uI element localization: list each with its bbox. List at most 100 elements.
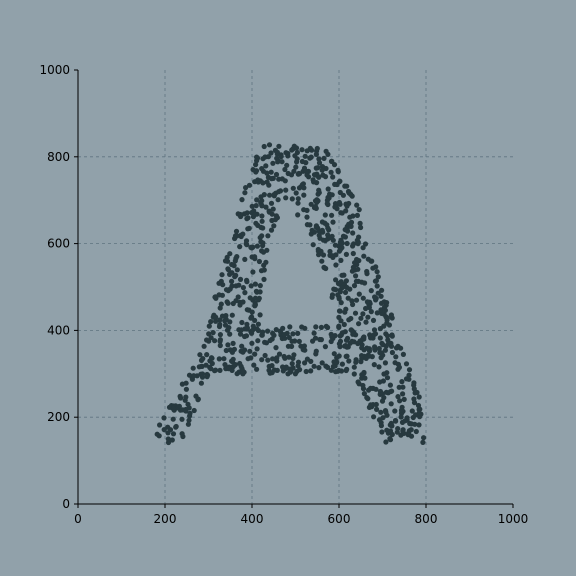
scatter-point bbox=[252, 281, 258, 287]
scatter-point bbox=[313, 351, 319, 357]
scatter-point bbox=[411, 382, 417, 388]
scatter-point bbox=[411, 400, 418, 406]
scatter-point bbox=[312, 335, 319, 341]
scatter-point bbox=[342, 309, 348, 315]
scatter-point bbox=[267, 337, 273, 344]
scatter-point bbox=[280, 325, 286, 331]
scatter-point bbox=[269, 211, 275, 217]
y-tick-label: 800 bbox=[47, 150, 70, 164]
scatter-point bbox=[227, 251, 233, 257]
scatter-point bbox=[296, 338, 302, 344]
scatter-point bbox=[350, 213, 356, 219]
scatter-point bbox=[387, 382, 393, 388]
scatter-point bbox=[241, 211, 247, 217]
scatter-point bbox=[218, 301, 224, 307]
scatter-point bbox=[233, 228, 240, 234]
scatter-point bbox=[340, 233, 347, 239]
scatter-point bbox=[413, 428, 419, 435]
scatter-point bbox=[349, 338, 355, 344]
scatter-point bbox=[402, 418, 408, 424]
scatter-point bbox=[229, 349, 235, 355]
scatter-point bbox=[179, 431, 185, 437]
scatter-point bbox=[337, 178, 343, 184]
scatter-point bbox=[382, 408, 389, 414]
scatter-point bbox=[286, 354, 292, 360]
scatter-point bbox=[286, 335, 292, 341]
scatter-point bbox=[208, 355, 215, 361]
scatter-point bbox=[336, 341, 342, 347]
scatter-point bbox=[421, 435, 427, 441]
scatter-point bbox=[325, 324, 331, 331]
scatter-point bbox=[240, 231, 246, 237]
scatter-point bbox=[242, 190, 248, 196]
scatter-point bbox=[289, 338, 295, 344]
scatter-point bbox=[253, 220, 259, 226]
scatter-point bbox=[406, 367, 413, 373]
scatter-point bbox=[308, 154, 314, 160]
scatter-point bbox=[179, 381, 185, 387]
scatter-point bbox=[225, 342, 231, 348]
scatter-point bbox=[295, 200, 301, 206]
scatter-point bbox=[342, 289, 349, 295]
scatter-point bbox=[154, 431, 160, 437]
scatter-point bbox=[379, 391, 386, 397]
scatter-point bbox=[310, 242, 316, 248]
scatter-point bbox=[312, 172, 318, 178]
scatter-point bbox=[341, 321, 347, 328]
scatter-point bbox=[257, 289, 263, 295]
scatter-point bbox=[316, 187, 322, 193]
scatter-point bbox=[210, 330, 216, 336]
scatter-point bbox=[161, 415, 167, 421]
scatter-point bbox=[370, 317, 377, 323]
scatter-point bbox=[270, 356, 276, 362]
scatter-point bbox=[318, 248, 324, 254]
scatter-point bbox=[270, 160, 276, 166]
scatter-point bbox=[285, 343, 291, 349]
scatter-point bbox=[388, 401, 394, 407]
scatter-point bbox=[222, 258, 229, 264]
scatter-point bbox=[295, 363, 301, 369]
scatter-point bbox=[330, 174, 336, 180]
scatter-point bbox=[384, 315, 390, 321]
scatter-point bbox=[397, 398, 403, 404]
scatter-point bbox=[351, 364, 357, 370]
scatter-point bbox=[388, 312, 394, 318]
scatter-point bbox=[329, 292, 336, 298]
scatter-point bbox=[232, 233, 239, 239]
scatter-point bbox=[291, 352, 297, 358]
scatter-point bbox=[260, 180, 266, 186]
scatter-point bbox=[363, 355, 369, 361]
scatter-point bbox=[344, 183, 350, 189]
scatter-point bbox=[259, 357, 265, 363]
scatter-point bbox=[235, 211, 241, 217]
scatter-point bbox=[380, 342, 386, 348]
y-tick-label: 200 bbox=[47, 410, 70, 424]
scatter-point bbox=[254, 326, 260, 332]
scatter-point bbox=[283, 187, 289, 193]
scatter-point bbox=[240, 299, 246, 305]
scatter-point bbox=[208, 335, 214, 341]
scatter-point bbox=[236, 282, 242, 288]
scatter-point bbox=[260, 329, 266, 335]
y-tick-label: 0 bbox=[62, 497, 70, 511]
scatter-point bbox=[249, 309, 255, 315]
scatter-point bbox=[336, 314, 342, 320]
scatter-point bbox=[343, 278, 349, 284]
scatter-point bbox=[187, 410, 193, 416]
scatter-point bbox=[353, 278, 359, 284]
scatter-point bbox=[325, 151, 331, 157]
x-tick-label: 800 bbox=[415, 512, 438, 526]
scatter-point bbox=[339, 361, 345, 367]
scatter-point bbox=[289, 361, 295, 367]
scatter-point bbox=[409, 408, 415, 414]
scatter-point bbox=[338, 300, 344, 306]
scatter-point bbox=[237, 276, 244, 282]
scatter-point bbox=[333, 262, 339, 268]
scatter-point bbox=[217, 305, 223, 311]
scatter-point bbox=[217, 317, 223, 323]
scatter-point bbox=[291, 168, 297, 174]
scatter-point bbox=[368, 402, 374, 408]
scatter-point bbox=[346, 358, 352, 364]
scatter-point bbox=[212, 367, 219, 373]
